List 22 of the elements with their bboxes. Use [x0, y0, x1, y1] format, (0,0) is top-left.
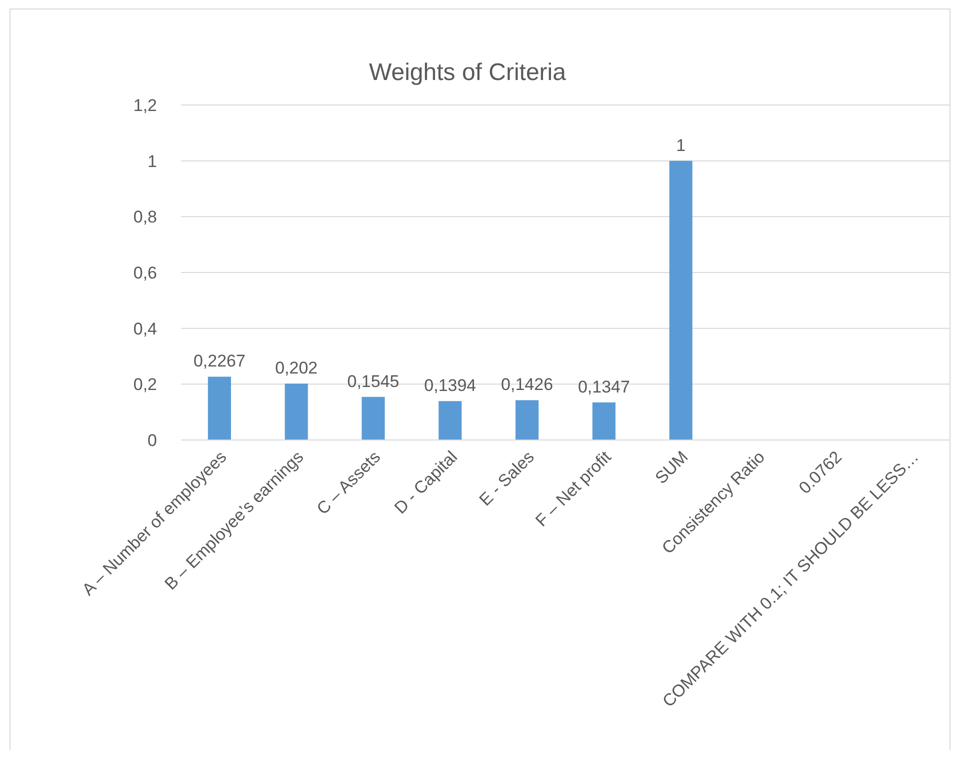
data-label: 1 — [676, 136, 686, 155]
bar — [669, 160, 692, 440]
bar — [362, 396, 385, 440]
y-tick-label: 0,4 — [133, 319, 157, 338]
y-tick-label: 1,2 — [133, 96, 157, 115]
bar — [284, 384, 308, 440]
data-label: 0,1426 — [501, 375, 554, 394]
bar — [516, 400, 539, 440]
y-tick-label: 0,2 — [133, 375, 157, 394]
data-label: 0,1394 — [424, 376, 476, 396]
y-tick-label: 0,8 — [133, 208, 157, 227]
data-label: 0,1545 — [347, 372, 400, 391]
chart-title: Weights of Criteria — [369, 59, 567, 86]
bar — [208, 376, 231, 440]
bar — [592, 402, 616, 440]
y-tick-label: 0,6 — [133, 263, 157, 282]
data-label: 0,1347 — [578, 377, 630, 396]
data-label: 0,2267 — [193, 352, 246, 371]
y-tick-label: 1 — [148, 152, 157, 171]
y-tick-label: 0 — [148, 430, 157, 450]
bar — [438, 401, 462, 440]
data-label: 0,202 — [275, 358, 318, 378]
